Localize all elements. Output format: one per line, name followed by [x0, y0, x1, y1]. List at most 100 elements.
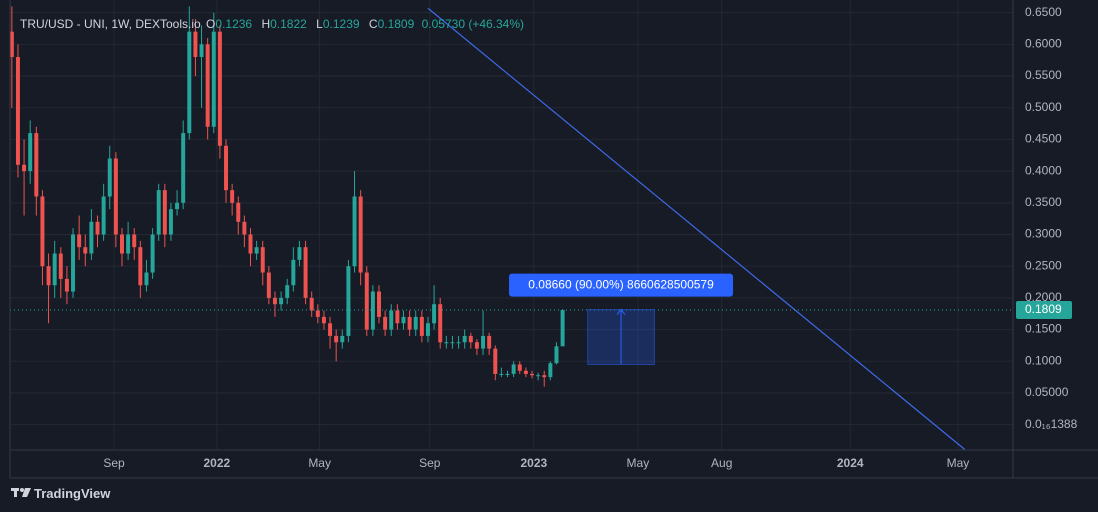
y-tick-label: 0.5500	[1025, 68, 1062, 82]
candle-body	[205, 44, 210, 127]
candle-body	[450, 342, 455, 344]
candle-body	[71, 234, 76, 292]
candle-body	[530, 373, 534, 376]
candle-body	[517, 364, 522, 371]
brand-name: TradingView	[34, 486, 111, 501]
y-tick-label: 0.2000	[1025, 290, 1062, 304]
candle-body	[40, 196, 45, 267]
candle-body	[481, 335, 486, 349]
candle-body	[383, 316, 388, 330]
x-tick-label: Aug	[711, 456, 732, 470]
ohlc-value: 0.1236	[215, 17, 253, 31]
candle-body	[340, 335, 345, 343]
candle-body	[389, 310, 394, 330]
measure-label-box	[509, 273, 734, 297]
legend-header: TRU/USD - UNI, 1W, DEXTools.io O0.1236 H…	[20, 17, 528, 31]
candle-body	[309, 297, 314, 311]
candle-body	[132, 234, 137, 248]
y-tick-label: 0.0₁₆1388	[1025, 417, 1078, 431]
candle-body	[211, 31, 216, 127]
candle-body	[15, 57, 20, 165]
candle-body	[101, 196, 106, 235]
candle-body	[468, 335, 473, 343]
ohlc-value: 0.1822	[270, 17, 307, 31]
candle-body	[413, 316, 418, 330]
candle-body	[168, 209, 173, 235]
x-tick-label: Sep	[103, 456, 125, 470]
candle-body	[138, 247, 143, 286]
candle-body	[254, 247, 259, 254]
candle-body	[523, 370, 528, 374]
candle-body	[95, 221, 100, 235]
logo-part	[14, 488, 17, 497]
y-tick-label: 0.4500	[1025, 132, 1062, 146]
candle-body	[505, 373, 510, 375]
candle-body	[64, 278, 69, 292]
ohlc-key: H	[261, 17, 271, 31]
candle-body	[217, 31, 222, 146]
ohlc-value: 0.1809	[377, 17, 415, 31]
y-tick-label: 0.3000	[1025, 227, 1062, 241]
y-tick-label: 0.2500	[1025, 258, 1062, 272]
candle-body	[144, 272, 149, 286]
candle-body	[474, 342, 479, 349]
x-tick-label: 2024	[837, 456, 864, 470]
candle-body	[315, 310, 320, 317]
ohlc-value: 0.1239	[322, 17, 360, 31]
candle-body	[358, 196, 363, 273]
candle-body	[162, 190, 167, 235]
candle-body	[126, 234, 131, 254]
candle-body	[260, 247, 265, 273]
candle-body	[199, 44, 204, 58]
candle-body	[230, 190, 235, 203]
candle-body	[150, 234, 155, 273]
y-tick-label: 0.6500	[1025, 5, 1062, 19]
candle-body	[560, 309, 565, 347]
candle-body	[83, 247, 88, 254]
candle-body	[419, 316, 424, 336]
candle-body	[279, 297, 284, 305]
candle-body	[28, 133, 33, 172]
measure-label: 0.08660 (90.00%) 8660628500579	[528, 277, 714, 291]
candle-body	[548, 363, 553, 378]
candle-body	[487, 335, 492, 349]
candle-body	[181, 133, 186, 203]
candle-body	[401, 316, 406, 324]
candle-body	[328, 323, 333, 336]
y-tick-label: 0.6000	[1025, 37, 1062, 51]
candle-body	[499, 373, 504, 375]
candle-body	[77, 234, 82, 248]
ohlc-key: C	[368, 17, 378, 31]
logo-part	[22, 488, 31, 497]
candle-body	[334, 335, 339, 343]
x-tick-label: May	[627, 456, 650, 470]
y-tick-label: 0.3500	[1025, 195, 1062, 209]
candle-body	[407, 316, 412, 330]
candle-body	[346, 266, 351, 336]
candle-body	[536, 375, 541, 377]
candle-body	[34, 133, 39, 197]
candle-body	[444, 342, 449, 344]
candle-body	[352, 196, 357, 267]
x-tick-label: May	[308, 456, 331, 470]
candle-body	[22, 164, 27, 172]
candle-body	[438, 304, 443, 343]
candle-body	[107, 158, 112, 197]
axes: 0.6500 0.6000 0.5500 0.5000 0.4500 0.4000 0.35…	[103, 5, 1077, 470]
candle-body	[321, 316, 326, 324]
candle-body	[425, 323, 430, 336]
x-tick-label: 2022	[203, 456, 230, 470]
y-tick-label: 0.1000	[1025, 353, 1062, 367]
candle-body	[9, 31, 14, 58]
candle-body	[187, 31, 192, 134]
plot: 0.08660 (90.00%) 8660628500579	[9, 6, 1013, 450]
candle-body	[456, 342, 461, 344]
y-tick-label: 0.05000	[1025, 385, 1069, 399]
candle-body	[493, 348, 498, 374]
change-label: 0.05730 (+46.34%)	[421, 17, 525, 31]
x-tick-label: 2023	[520, 456, 547, 470]
x-tick-label: Sep	[419, 456, 441, 470]
y-tick-label: 0.1500	[1025, 322, 1062, 336]
candle-body	[236, 202, 241, 222]
